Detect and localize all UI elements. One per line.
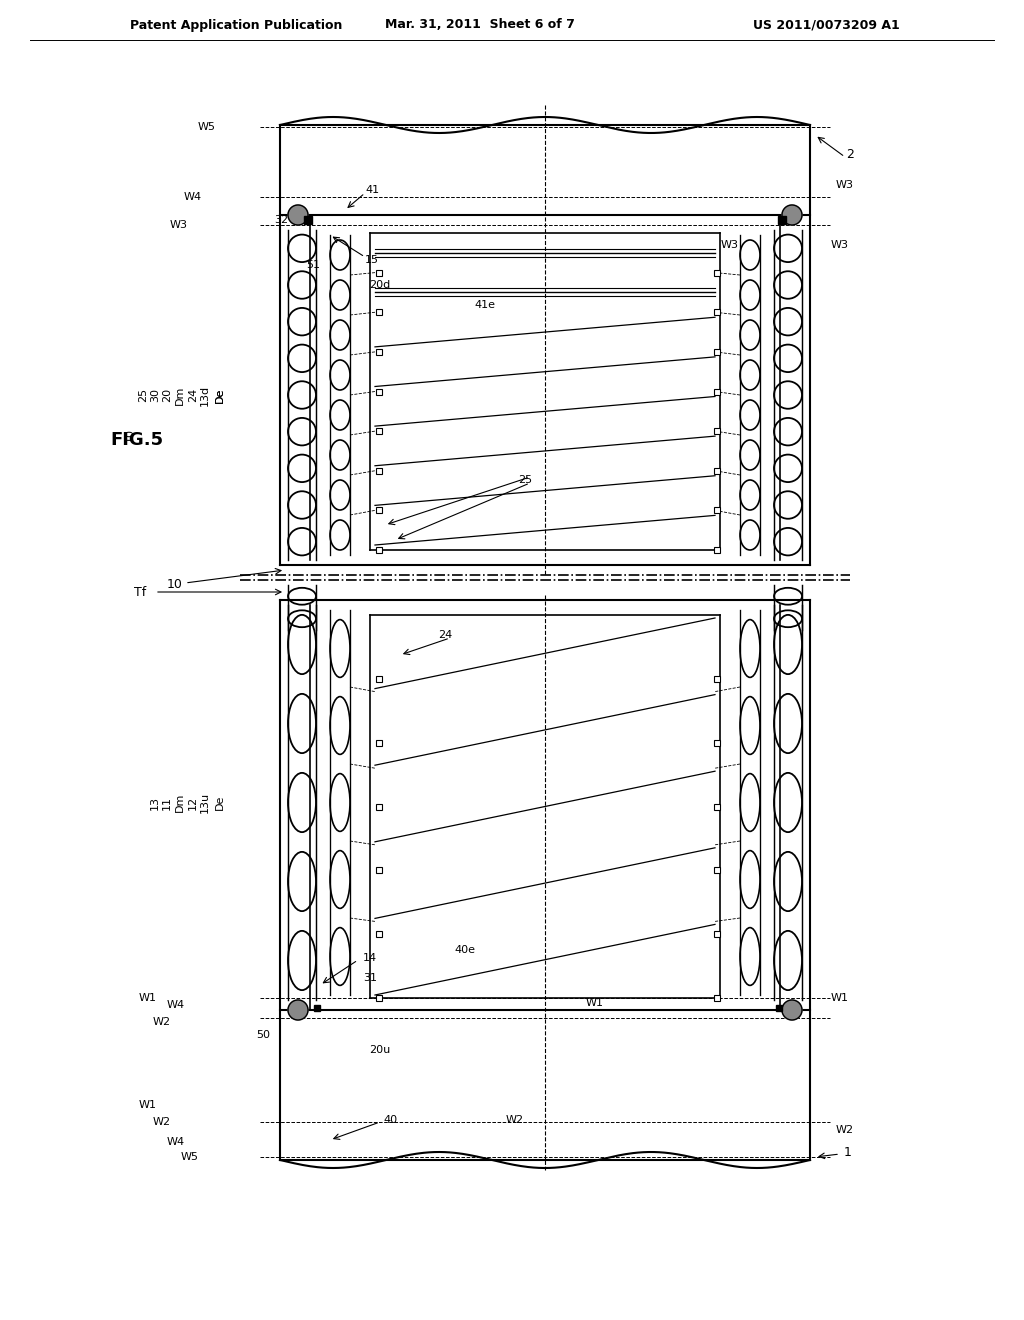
Text: W2: W2 (506, 1115, 524, 1125)
Text: 10: 10 (167, 578, 183, 591)
Text: W5: W5 (198, 121, 216, 132)
Text: W4: W4 (167, 1001, 185, 1010)
Text: 40e: 40e (455, 945, 475, 954)
Text: De: De (215, 387, 225, 403)
Bar (376, 388, 382, 395)
Text: W1: W1 (139, 1100, 157, 1110)
Bar (714, 309, 720, 315)
Bar (714, 867, 720, 874)
Text: W2: W2 (153, 1016, 171, 1027)
Bar (376, 676, 382, 682)
Text: W3: W3 (831, 240, 849, 249)
Bar (376, 931, 382, 937)
Text: W2: W2 (836, 1125, 854, 1135)
Text: 25: 25 (138, 388, 148, 403)
Text: W1: W1 (831, 993, 849, 1003)
Bar (376, 804, 382, 809)
Text: 1: 1 (844, 1146, 852, 1159)
Text: W3: W3 (721, 240, 739, 249)
Bar (714, 348, 720, 355)
Text: W4: W4 (167, 1137, 185, 1147)
Circle shape (288, 205, 308, 224)
Text: W1: W1 (586, 998, 604, 1008)
Bar (376, 739, 382, 746)
Text: 41: 41 (365, 185, 379, 195)
Text: Dm: Dm (175, 793, 185, 812)
Bar (714, 388, 720, 395)
Text: 25: 25 (518, 475, 532, 484)
Bar (376, 348, 382, 355)
Text: 13u: 13u (200, 792, 210, 813)
Text: FIG.5: FIG.5 (110, 432, 163, 449)
Circle shape (288, 1001, 308, 1020)
Text: W5: W5 (181, 1152, 199, 1162)
Bar (714, 269, 720, 276)
Bar (714, 428, 720, 434)
Text: Tf: Tf (134, 586, 146, 598)
Circle shape (782, 1001, 802, 1020)
Text: W3: W3 (170, 220, 188, 230)
Text: 2: 2 (846, 149, 854, 161)
Text: 41e: 41e (474, 300, 496, 310)
Text: 11: 11 (162, 796, 172, 809)
Text: 30: 30 (150, 388, 160, 403)
Text: 12: 12 (188, 796, 198, 809)
Text: 51: 51 (306, 260, 319, 271)
Text: Mar. 31, 2011  Sheet 6 of 7: Mar. 31, 2011 Sheet 6 of 7 (385, 18, 574, 32)
Bar (376, 309, 382, 315)
Text: W2: W2 (153, 1117, 171, 1127)
Bar (376, 867, 382, 874)
Bar (714, 995, 720, 1001)
Bar (376, 546, 382, 553)
Text: 20d: 20d (370, 280, 390, 290)
Text: W4: W4 (184, 191, 202, 202)
Bar (314, 1005, 319, 1011)
Text: 14: 14 (362, 953, 377, 964)
Text: Patent Application Publication: Patent Application Publication (130, 18, 342, 32)
Bar (714, 546, 720, 553)
Bar (714, 467, 720, 474)
Bar (714, 804, 720, 809)
Text: 13d: 13d (200, 384, 210, 405)
Text: 10: 10 (125, 428, 135, 442)
Text: 40: 40 (383, 1115, 397, 1125)
Text: 32: 32 (273, 215, 288, 224)
Bar (376, 507, 382, 513)
Text: 15: 15 (365, 255, 379, 265)
Text: 20: 20 (162, 388, 172, 403)
Text: 20u: 20u (370, 1045, 390, 1055)
Bar (376, 995, 382, 1001)
Bar (304, 216, 312, 224)
Text: De: De (215, 387, 225, 403)
Circle shape (782, 205, 802, 224)
Text: W1: W1 (139, 993, 157, 1003)
Text: 13: 13 (150, 796, 160, 809)
Bar (714, 676, 720, 682)
Bar (714, 931, 720, 937)
Text: De: De (215, 795, 225, 810)
Text: 31: 31 (362, 973, 377, 983)
Bar (376, 269, 382, 276)
Text: 50: 50 (256, 1030, 270, 1040)
Text: Dm: Dm (175, 385, 185, 405)
Bar (776, 1005, 782, 1011)
Bar (778, 216, 786, 224)
Bar (376, 467, 382, 474)
Text: W3: W3 (836, 180, 854, 190)
Text: 24: 24 (438, 630, 453, 640)
Bar (714, 739, 720, 746)
Bar (714, 507, 720, 513)
Text: 24: 24 (188, 388, 198, 403)
Bar (376, 428, 382, 434)
Text: US 2011/0073209 A1: US 2011/0073209 A1 (754, 18, 900, 32)
